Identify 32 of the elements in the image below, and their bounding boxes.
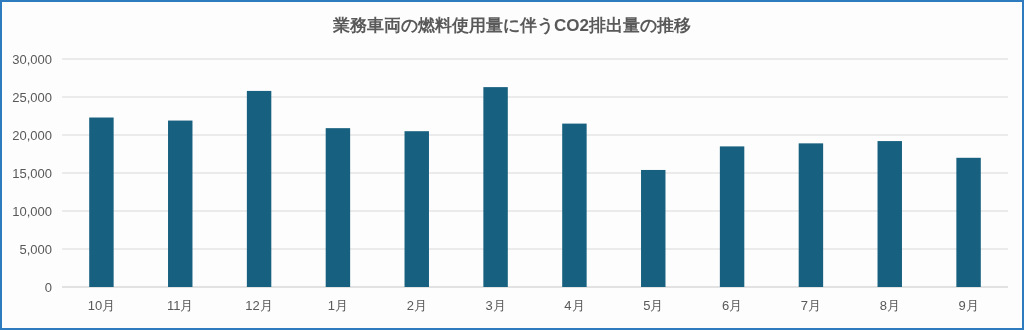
x-tick-label: 11月 — [167, 298, 194, 313]
chart-title: 業務車両の燃料使用量に伴うCO2排出量の推移 — [332, 16, 691, 35]
y-tick-label: 20,000 — [12, 127, 52, 143]
bar — [246, 90, 272, 287]
x-tick-label: 8月 — [879, 298, 900, 313]
x-tick-label: 2月 — [406, 298, 427, 313]
y-tick-label: 0 — [44, 279, 52, 295]
y-tick-label: 15,000 — [12, 165, 52, 181]
x-tick-label: 3月 — [485, 298, 506, 313]
x-tick-label: 4月 — [564, 298, 585, 313]
bar — [798, 143, 824, 287]
y-tick-label: 30,000 — [12, 51, 52, 67]
bar — [325, 128, 351, 287]
bar — [719, 146, 745, 287]
x-tick-label: 7月 — [800, 298, 822, 313]
x-tick-label: 12月 — [245, 298, 273, 313]
bar — [89, 117, 114, 287]
x-tick-label: 6月 — [721, 298, 743, 313]
bar — [483, 87, 508, 287]
x-tick-label: 5月 — [643, 298, 664, 313]
y-tick-label: 25,000 — [12, 89, 52, 105]
x-tick-label: 10月 — [87, 298, 116, 313]
y-tick-label: 10,000 — [12, 203, 52, 219]
bar — [641, 169, 666, 287]
bar — [877, 141, 902, 287]
bar — [404, 131, 429, 287]
bar — [956, 157, 981, 287]
bar — [562, 123, 587, 287]
bar — [168, 120, 193, 287]
x-tick-label: 1月 — [327, 298, 349, 313]
x-tick-label: 9月 — [958, 298, 979, 313]
y-tick-label: 5,000 — [19, 241, 52, 257]
